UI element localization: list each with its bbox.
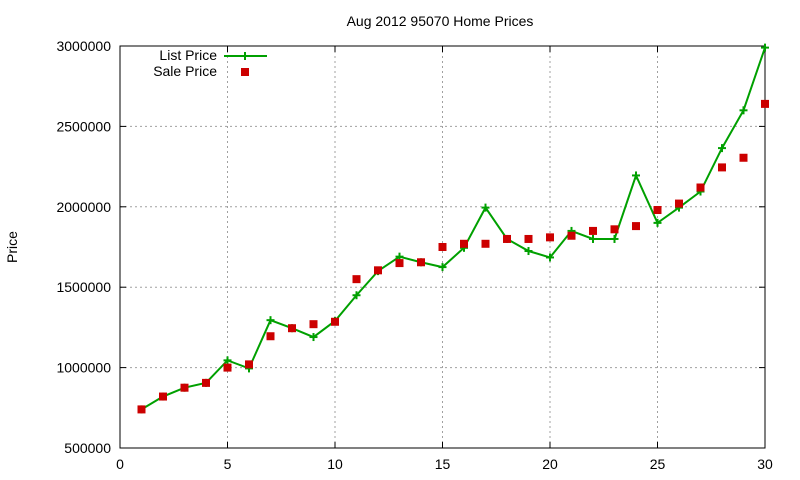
sale-price-point	[460, 239, 468, 248]
sale-price-point	[417, 258, 425, 267]
sale-price-point	[718, 163, 726, 172]
y-tick-label: 1500000	[56, 279, 111, 295]
list-price-point	[589, 234, 597, 243]
list-price-point	[438, 263, 447, 272]
axes: 0 5 10 15 20 25 30 500000 1000000 1500000 2000000 2…	[56, 38, 773, 472]
sale-price-point	[567, 231, 576, 240]
y-tick-label: 500000	[64, 440, 111, 456]
sale-price-point	[352, 275, 361, 284]
list-price-point	[761, 43, 769, 52]
sale-price-point	[288, 324, 296, 333]
sale-price-point	[374, 266, 382, 275]
sale-price-point	[137, 405, 146, 414]
sale-price-point	[223, 363, 232, 372]
list-price-point	[352, 291, 361, 300]
x-tick-label: 25	[650, 456, 666, 472]
sale-price-point	[546, 233, 554, 242]
legend-label-sale-price: Sale Price	[153, 63, 217, 79]
sale-price-point	[524, 234, 533, 243]
list-price-point	[610, 234, 619, 243]
sale-price-point	[202, 378, 210, 387]
sale-price-point	[331, 317, 339, 326]
sale-price-point	[739, 153, 748, 162]
sale-price-point	[395, 259, 404, 268]
sale-price-point	[675, 199, 683, 208]
sale-price-point	[696, 183, 705, 192]
sale-price-point	[632, 222, 640, 231]
list-price-point	[223, 356, 232, 365]
chart-title: Aug 2012 95070 Home Prices	[347, 13, 534, 29]
list-price-point	[653, 218, 662, 227]
x-tick-label: 20	[542, 456, 558, 472]
list-price-point	[481, 203, 490, 212]
sale-price-point	[481, 239, 490, 248]
list-price-point	[266, 316, 275, 325]
y-axis-title: Price	[4, 231, 20, 263]
list-price-point	[546, 253, 554, 262]
y-tick-label: 1000000	[56, 360, 111, 376]
legend-sample-sale-price	[241, 68, 249, 76]
x-tick-label: 0	[116, 456, 124, 472]
y-tick-label: 2500000	[56, 118, 111, 134]
sale-price-point	[266, 332, 275, 341]
list-price-line	[140, 47, 766, 411]
sale-price-point	[610, 225, 619, 234]
list-price-point	[632, 171, 640, 180]
list-price-point	[739, 106, 748, 115]
y-tick-label: 2000000	[56, 199, 111, 215]
sale-price-point	[653, 206, 662, 215]
list-price-point	[718, 144, 726, 153]
series	[137, 43, 769, 414]
legend: List Price Sale Price	[153, 47, 267, 79]
x-tick-label: 30	[757, 456, 773, 472]
sale-price-point	[438, 243, 447, 251]
list-price-point	[524, 247, 533, 256]
sale-price-point	[589, 226, 597, 235]
sale-price-point	[309, 320, 318, 329]
sale-price-point	[503, 234, 511, 243]
x-tick-label: 15	[435, 456, 451, 472]
x-tick-label: 10	[327, 456, 343, 472]
sale-price-point	[761, 99, 769, 108]
sale-price-point	[159, 392, 167, 401]
sale-price-point	[245, 360, 253, 369]
legend-label-list-price: List Price	[159, 47, 217, 63]
list-price-point	[309, 333, 318, 342]
x-tick-label: 5	[224, 456, 232, 472]
y-tick-label: 3000000	[56, 38, 111, 54]
sale-price-point	[180, 383, 189, 392]
